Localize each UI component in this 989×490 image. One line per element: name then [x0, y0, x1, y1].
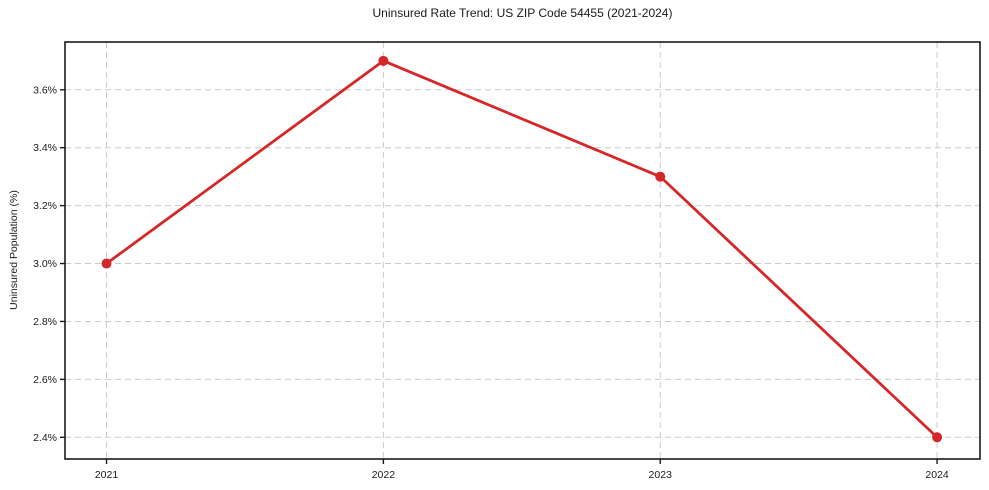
data-point-2021 [101, 258, 112, 269]
y-tick-label: 2.8% [33, 316, 57, 328]
data-point-2022 [378, 55, 389, 66]
x-tick-label: 2023 [649, 469, 673, 481]
data-point-2024 [932, 432, 943, 443]
y-tick-label: 3.0% [33, 258, 57, 270]
y-axis-label: Uninsured Population (%) [8, 190, 20, 310]
y-tick-label: 3.4% [33, 142, 57, 154]
x-tick-label: 2022 [372, 469, 396, 481]
chart-title: Uninsured Rate Trend: US ZIP Code 54455 … [372, 6, 673, 20]
trend-line [105, 59, 939, 439]
y-tick-label: 3.6% [33, 84, 57, 96]
x-tick-label: 2024 [925, 469, 949, 481]
data-point-2023 [655, 171, 666, 182]
y-tick-label: 2.4% [33, 432, 57, 444]
x-tick-label: 2021 [95, 469, 119, 481]
y-tick-label: 3.2% [33, 200, 57, 212]
axes-spines [64, 41, 981, 460]
y-tick-label: 2.6% [33, 374, 57, 386]
